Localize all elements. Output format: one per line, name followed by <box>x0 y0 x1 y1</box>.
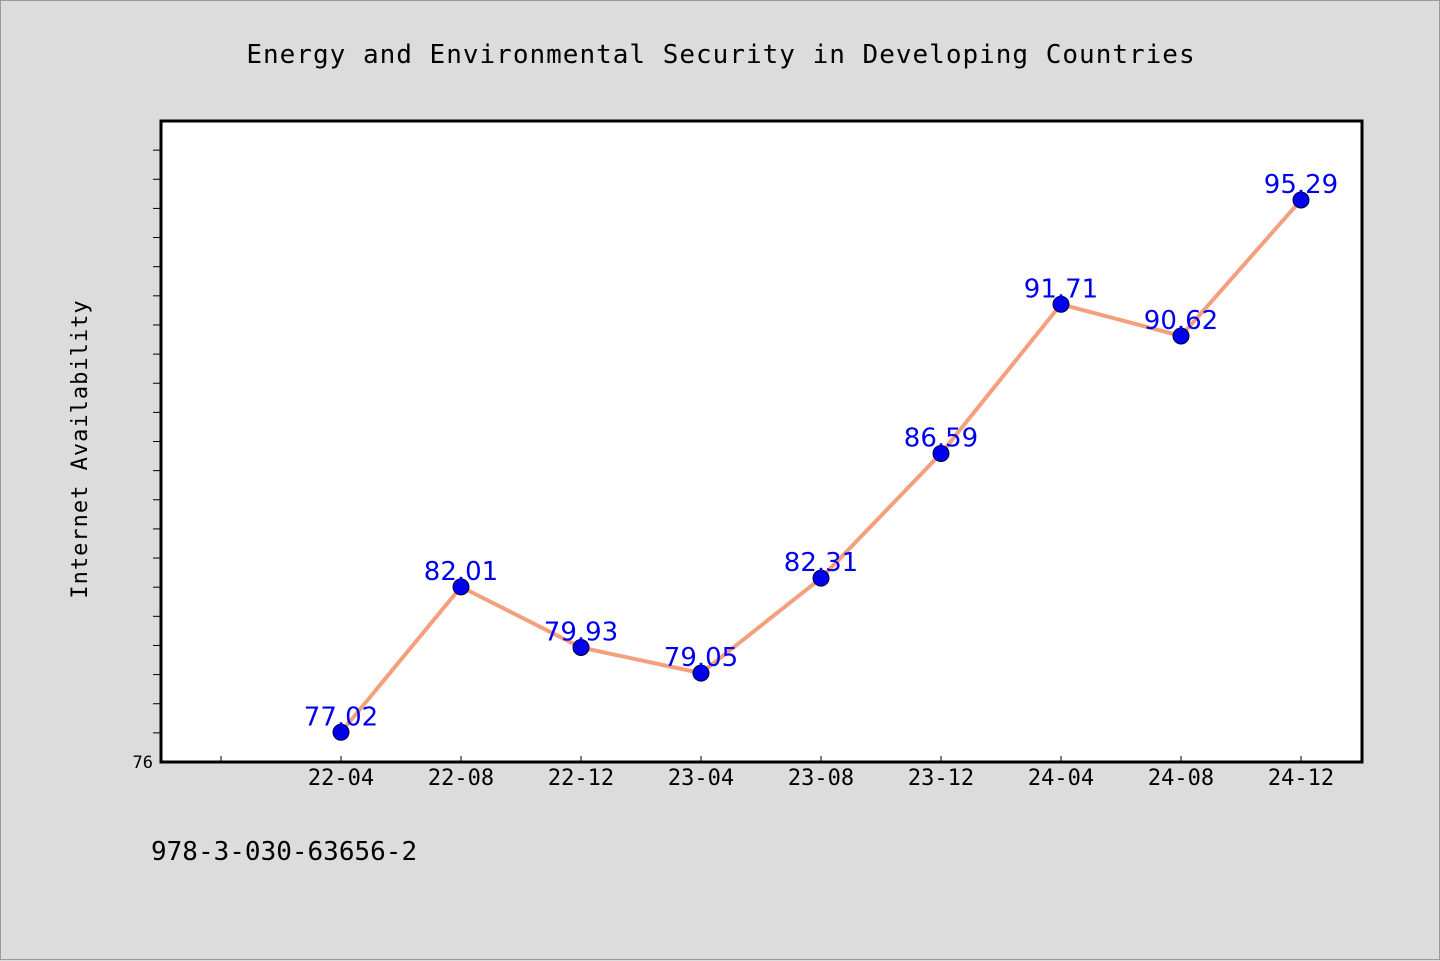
x-tick-label: 24-12 <box>1268 766 1334 791</box>
data-point <box>1172 327 1190 345</box>
data-point <box>812 569 830 587</box>
data-point <box>1052 295 1070 313</box>
plot-area <box>159 119 1364 764</box>
data-point <box>1292 191 1310 209</box>
x-tick-label: 23-04 <box>668 766 734 791</box>
y-axis: 76 <box>133 149 161 773</box>
data-series: 77.02 82.01 79.93 79.05 82.31 86.59 91.71 90.62… <box>304 170 1338 741</box>
y-axis-label: Internet Availability <box>68 299 93 598</box>
x-tick-label: 24-08 <box>1148 766 1214 791</box>
data-label: 95.29 <box>1264 170 1338 200</box>
data-point <box>932 444 950 462</box>
x-tick-label: 22-12 <box>548 766 614 791</box>
data-label: 86.59 <box>904 423 978 453</box>
data-point <box>692 664 710 682</box>
data-label: 91.71 <box>1024 274 1098 304</box>
data-label: 90.62 <box>1144 306 1218 336</box>
x-tick-label: 23-12 <box>908 766 974 791</box>
chart-title: Energy and Environmental Security in Dev… <box>246 40 1195 70</box>
data-label: 79.93 <box>544 617 618 647</box>
data-label: 82.31 <box>784 548 858 578</box>
y-tick-label: 76 <box>133 753 153 773</box>
data-point <box>332 723 350 741</box>
data-point <box>572 638 590 656</box>
data-label: 79.05 <box>664 643 738 673</box>
x-tick-label: 24-04 <box>1028 766 1094 791</box>
x-axis: 22-04 22-08 22-12 23-04 23-08 23-12 24-04 24-08… <box>220 756 1334 791</box>
data-label: 77.02 <box>304 702 378 732</box>
x-tick-label: 22-08 <box>428 766 494 791</box>
x-tick-label: 23-08 <box>788 766 854 791</box>
data-point <box>452 578 470 596</box>
data-label: 82.01 <box>424 557 498 587</box>
isbn-text: 978-3-030-63656-2 <box>151 837 418 867</box>
x-tick-label: 22-04 <box>308 766 374 791</box>
